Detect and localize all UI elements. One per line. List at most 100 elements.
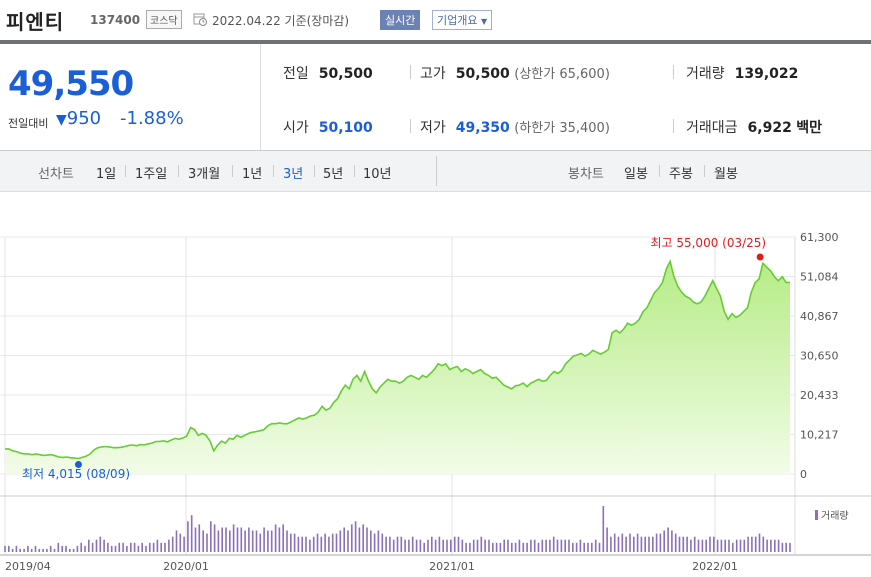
volume-bar [122,542,124,552]
volume-bar [617,536,620,552]
volume-bar [133,542,136,552]
tab-3y[interactable]: 3년 [283,167,304,182]
volume-bar [328,536,330,552]
volume-bar [720,539,723,552]
calendar-clock-icon [193,13,207,26]
volume-bar [537,542,540,552]
volume-bar [377,530,380,552]
tab-1y[interactable]: 1년 [242,167,263,182]
volume-bar [213,524,216,552]
volume-bar [545,539,547,552]
tab-3m[interactable]: 3개월 [188,167,221,182]
volume-bar [381,533,384,552]
price-chart[interactable]: 61,300 51,084 40,867 30,650 20,433 10,217 0 20… [0,192,871,577]
volume-bar [610,536,612,552]
volume-bar [476,539,479,552]
volume-bar [427,539,429,552]
volume-bar [442,539,444,552]
realtime-button[interactable]: 실시간 [380,10,421,30]
divider [125,165,126,177]
volume-bar [84,545,86,552]
volume-bar [492,542,494,552]
tab-5y[interactable]: 5년 [323,167,344,182]
min-annotation: 최저 4,015 (08/09) [22,467,130,481]
volume-bar [358,527,361,552]
volume-bar [507,539,509,552]
volume-legend: 거래량 [821,510,849,522]
change-percent: -1.88% [120,108,184,129]
divider [232,165,233,177]
volume-bar [324,533,326,552]
volume-bar [351,524,353,552]
divider [673,119,674,133]
volume-bar [61,545,63,552]
volume-bar [556,539,559,552]
volume-bar [526,542,528,552]
divider [178,165,179,177]
company-info-dropdown[interactable]: 기업개요 ▼ [432,10,493,30]
down-triangle-icon: ▼ [56,112,67,128]
volume-bars [4,506,791,552]
tab-weekly[interactable]: 주봉 [669,167,693,182]
volume-bar [53,548,56,552]
volume-bar [149,542,151,552]
volume-bar [339,530,342,552]
volume-bar [598,542,601,552]
tab-1w[interactable]: 1주일 [135,167,168,182]
volume-bar [343,527,345,552]
divider [704,165,705,177]
volume-bar [392,539,395,552]
change-label: 전일대비 [8,117,49,130]
volume-bar [72,548,75,552]
volume-bar [27,545,29,552]
volume-bar [781,542,784,552]
divider [410,119,411,133]
tab-monthly[interactable]: 월봉 [714,167,738,182]
volume-bar [686,536,688,552]
price-line [5,259,790,460]
candle-chart-label: 봉차트 [568,167,604,182]
volume-bar [42,548,44,552]
volume-bar [366,527,368,552]
volume-bar [682,536,685,552]
stock-header: 피엔티 137400 코스닥 2022.04.22 기준(장마감) 실시간 기업… [0,0,871,40]
volume-bar [716,539,719,552]
y-tick-label: 10,217 [800,429,839,442]
tab-10y[interactable]: 10년 [363,167,392,182]
volume-bar [469,542,471,552]
volume-bar [118,542,121,552]
volume-bar [754,536,757,552]
volume-bar [777,539,780,552]
volume-bar [633,536,635,552]
volume-bar [175,530,178,552]
divider [436,156,437,186]
volume-bar [411,536,414,552]
volume-bar [575,542,578,552]
volume-bar [187,521,189,552]
volume-bar [331,533,334,552]
price-summary: 49,550 전일대비 ▼950 -1.88% [0,44,261,150]
volume-bar [190,515,193,552]
volume-bar [415,539,418,552]
stat-open: 시가 50,100 [283,120,373,136]
volume-bar [259,533,262,552]
divider [273,165,274,177]
market-badge: 코스닥 [146,10,182,29]
volume-bar [732,542,734,552]
tab-1d[interactable]: 1일 [96,167,117,182]
volume-bar [290,533,292,552]
volume-bar [309,539,311,552]
volume-bar [690,539,692,552]
volume-bar [57,542,60,552]
volume-bar [659,533,662,552]
volume-bar [530,539,532,552]
volume-bar [602,506,605,552]
volume-bar [145,545,147,552]
stat-prev-close: 전일 50,500 [283,66,373,82]
volume-bar [206,533,208,552]
volume-bar [38,548,41,552]
volume-bar [465,542,467,552]
tab-daily[interactable]: 일봉 [624,167,648,182]
volume-bar [533,539,536,552]
volume-bar [541,539,544,552]
